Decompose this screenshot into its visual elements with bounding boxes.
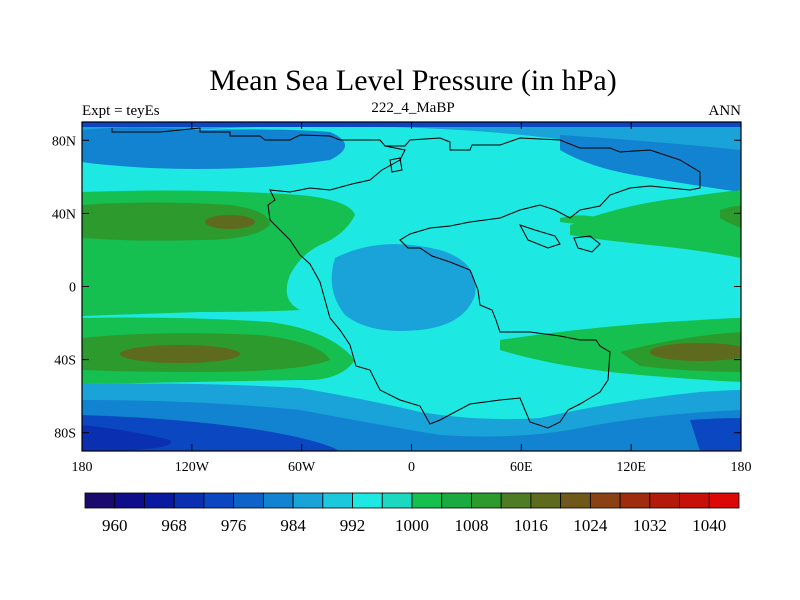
pressure-zone-high-core-east [720, 205, 741, 228]
colorbar-label: 960 [102, 516, 128, 535]
colorbar-swatch [500, 492, 532, 509]
longitude-tick-label: 60E [510, 460, 533, 475]
colorbar-swatch [649, 492, 680, 509]
season-label: ANN [709, 103, 742, 119]
pressure-zone-high-peak-west [205, 215, 255, 229]
colorbar-swatch [471, 492, 502, 509]
colorbar-swatch [352, 492, 383, 509]
experiment-label: Expt = teyEs [82, 103, 160, 119]
latitude-tick-label: 0 [69, 281, 76, 296]
colorbar-label: 992 [340, 516, 366, 535]
pressure-zone-high-core-west [82, 202, 270, 241]
island-outline-north [389, 157, 403, 173]
colorbar: 960 968 976 984 992 1000 1008 1016 1024 1032 1040 [84, 492, 740, 535]
colorbar-label: 984 [280, 516, 306, 535]
latitude-tick-label: 40S [54, 354, 76, 369]
colorbar-swatch [322, 492, 353, 509]
colorbar-swatch [84, 492, 116, 509]
figure-title: Mean Sea Level Pressure (in hPa) [209, 64, 616, 97]
colorbar-swatch [233, 492, 264, 509]
pressure-zone-arctic [82, 122, 741, 165]
colorbar-label: 976 [221, 516, 247, 535]
latitude-tick-label: 40N [52, 207, 76, 222]
longitude-tick-label: 180 [731, 460, 752, 475]
colorbar-swatch [441, 492, 472, 509]
pressure-zone-north-low-east [560, 135, 741, 192]
colorbar-swatch [619, 492, 651, 509]
latitude-tick-label: 80S [54, 427, 76, 442]
pressure-zone-south-low-core [82, 425, 171, 451]
longitude-tick-label: 60W [288, 460, 316, 475]
colorbar-swatch [262, 492, 294, 509]
colorbar-swatch [708, 492, 740, 509]
pressure-zone-high-peak-south-west [120, 345, 240, 363]
pressure-map [82, 122, 741, 451]
pressure-zone-continental-low [331, 244, 476, 331]
colorbar-label: 968 [161, 516, 187, 535]
colorbar-swatch [203, 492, 235, 509]
longitude-tick-label: 180 [72, 460, 93, 475]
colorbar-label: 1024 [573, 516, 608, 535]
colorbar-swatch [114, 492, 145, 509]
colorbar-swatch [560, 492, 591, 509]
continent-outline [111, 127, 701, 429]
island-outline-east [518, 224, 561, 249]
colorbar-swatch [411, 492, 443, 509]
longitude-axis: 180 120W 60W 0 60E 120E 180 [72, 122, 752, 475]
colorbar-label: 1040 [692, 516, 726, 535]
case-label: 222_4_MaBP [371, 100, 454, 116]
latitude-tick-label: 80N [52, 134, 76, 149]
pressure-zone-high-peak-south-east [650, 343, 741, 361]
colorbar-label: 1000 [395, 516, 429, 535]
colorbar-label: 1008 [454, 516, 488, 535]
colorbar-swatch [173, 492, 205, 509]
latitude-axis: 80N 40N 0 40S 80S [52, 134, 741, 442]
longitude-tick-label: 120E [616, 460, 646, 475]
longitude-tick-label: 0 [408, 460, 415, 475]
longitude-tick-label: 120W [175, 460, 210, 475]
pressure-zone-north-low [82, 127, 345, 169]
colorbar-swatch [679, 492, 710, 509]
colorbar-label: 1032 [633, 516, 667, 535]
pressure-zone-subtropical-high-east [570, 190, 741, 258]
colorbar-swatch [292, 492, 324, 509]
pressure-zone-south-low-inner-east [690, 418, 741, 451]
colorbar-swatch [144, 492, 175, 509]
colorbar-swatch [589, 492, 621, 509]
colorbar-swatch [381, 492, 413, 509]
colorbar-swatch [530, 492, 562, 509]
colorbar-label: 1016 [514, 516, 548, 535]
island-outline-east-small [573, 235, 601, 253]
